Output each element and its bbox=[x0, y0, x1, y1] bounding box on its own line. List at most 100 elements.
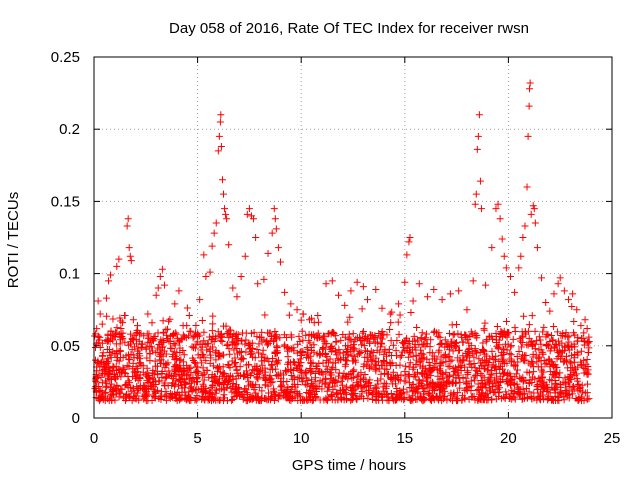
data-point bbox=[217, 111, 225, 119]
data-point bbox=[577, 322, 585, 330]
data-point bbox=[501, 394, 509, 402]
data-point bbox=[154, 386, 162, 394]
data-point bbox=[207, 354, 215, 362]
data-point bbox=[364, 296, 372, 304]
data-point bbox=[424, 293, 432, 301]
data-point bbox=[322, 280, 330, 288]
data-point bbox=[488, 347, 496, 355]
data-point bbox=[377, 334, 385, 342]
data-point bbox=[260, 275, 268, 283]
data-point bbox=[150, 370, 158, 378]
data-points bbox=[91, 79, 593, 405]
data-point bbox=[465, 344, 473, 352]
data-point bbox=[109, 315, 117, 323]
data-point bbox=[152, 349, 160, 357]
data-point bbox=[369, 349, 377, 357]
data-point bbox=[265, 389, 273, 397]
data-point bbox=[532, 351, 540, 359]
data-point bbox=[422, 375, 430, 383]
data-point bbox=[578, 335, 586, 343]
data-point bbox=[383, 331, 391, 339]
data-point bbox=[248, 395, 256, 403]
data-point bbox=[537, 340, 545, 348]
data-point bbox=[366, 331, 374, 339]
data-point bbox=[454, 330, 462, 338]
data-point bbox=[233, 335, 241, 343]
data-point bbox=[237, 337, 245, 345]
data-point bbox=[455, 346, 463, 354]
data-point bbox=[510, 379, 518, 387]
data-point bbox=[248, 329, 256, 337]
data-point bbox=[179, 367, 187, 375]
data-point bbox=[518, 395, 526, 403]
data-point bbox=[219, 363, 227, 371]
data-point bbox=[381, 347, 389, 355]
data-point bbox=[311, 378, 319, 386]
data-point bbox=[546, 363, 554, 371]
data-point bbox=[520, 390, 528, 398]
data-point bbox=[347, 287, 355, 295]
data-point bbox=[288, 383, 296, 391]
data-point bbox=[526, 79, 534, 87]
data-point bbox=[334, 372, 342, 380]
data-point bbox=[138, 343, 146, 351]
data-point bbox=[477, 205, 485, 213]
data-point bbox=[374, 380, 382, 388]
data-point bbox=[162, 391, 170, 399]
data-point bbox=[212, 356, 220, 364]
data-point bbox=[412, 395, 420, 403]
data-point bbox=[131, 332, 139, 340]
data-point bbox=[268, 354, 276, 362]
data-point bbox=[218, 176, 226, 184]
data-point bbox=[190, 333, 198, 341]
data-point bbox=[146, 379, 154, 387]
data-point bbox=[217, 143, 225, 151]
data-point bbox=[125, 363, 133, 371]
data-point bbox=[103, 312, 111, 320]
data-point bbox=[419, 390, 427, 398]
data-point bbox=[430, 328, 438, 336]
data-point bbox=[117, 373, 125, 381]
data-point bbox=[438, 370, 446, 378]
data-point bbox=[105, 364, 113, 372]
data-point bbox=[528, 395, 536, 403]
data-point bbox=[224, 340, 232, 348]
data-point bbox=[418, 397, 426, 405]
data-point bbox=[471, 376, 479, 384]
data-point bbox=[110, 371, 118, 379]
data-point bbox=[298, 367, 306, 375]
data-point bbox=[135, 396, 143, 404]
data-point bbox=[229, 380, 237, 388]
data-point bbox=[123, 390, 131, 398]
data-point bbox=[350, 345, 358, 353]
data-point bbox=[525, 388, 533, 396]
data-point bbox=[326, 378, 334, 386]
data-point bbox=[94, 297, 102, 305]
data-point bbox=[475, 395, 483, 403]
data-point bbox=[478, 346, 486, 354]
data-point bbox=[431, 327, 439, 335]
data-point bbox=[283, 343, 291, 351]
data-point bbox=[570, 318, 578, 326]
data-point bbox=[126, 252, 134, 260]
data-point bbox=[242, 386, 250, 394]
data-point bbox=[406, 359, 414, 367]
data-point bbox=[449, 380, 457, 388]
data-point bbox=[236, 349, 244, 357]
data-point bbox=[541, 360, 549, 368]
data-point bbox=[364, 335, 372, 343]
data-point bbox=[394, 394, 402, 402]
data-point bbox=[251, 354, 259, 362]
data-point bbox=[223, 215, 231, 223]
data-point bbox=[524, 132, 532, 140]
data-point bbox=[418, 370, 426, 378]
data-point bbox=[453, 342, 461, 350]
data-point bbox=[404, 372, 412, 380]
data-point bbox=[289, 358, 297, 366]
data-point bbox=[114, 354, 122, 362]
data-point bbox=[302, 374, 310, 382]
data-point bbox=[319, 359, 327, 367]
data-point bbox=[341, 362, 349, 370]
data-point bbox=[182, 379, 190, 387]
data-point bbox=[484, 393, 492, 401]
